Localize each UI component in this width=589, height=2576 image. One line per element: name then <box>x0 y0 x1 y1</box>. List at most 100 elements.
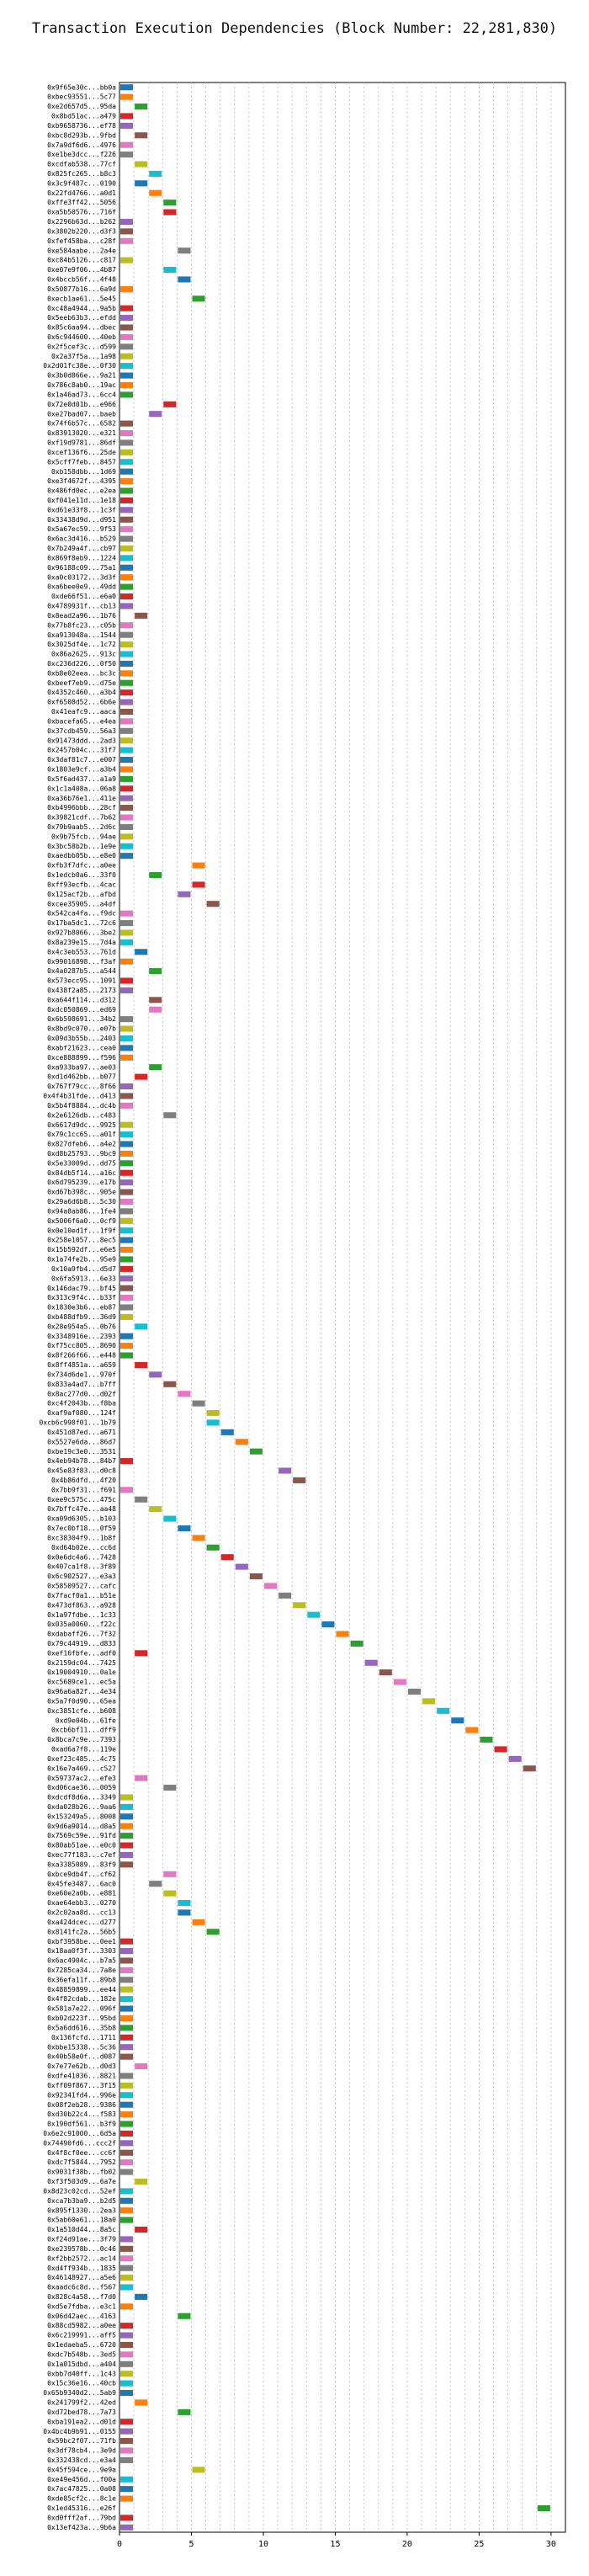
bar <box>135 1323 148 1330</box>
y-tick-label: 0xfb3f7dfc...a0ee <box>47 862 116 870</box>
y-tick-label: 0xf24d91ae...3f79 <box>47 2236 116 2243</box>
bar <box>120 2034 134 2041</box>
x-tick-label: 5 <box>188 2540 194 2549</box>
bar <box>120 631 134 638</box>
bar <box>135 2178 148 2185</box>
y-tick-label: 0x5b4f8884...dc4b <box>47 1102 116 1110</box>
y-tick-label: 0x9f65e30c...bb0a <box>47 83 116 91</box>
y-tick-label: 0x74f6b57c...6582 <box>47 420 116 428</box>
y-tick-label: 0x40b58e0f...d087 <box>47 2053 116 2061</box>
y-tick-label: 0x6617d9dc...9925 <box>47 1121 116 1129</box>
y-tick-label: 0x2296b63d...b262 <box>47 218 116 226</box>
y-tick-label: 0xb158dbb...1d69 <box>51 468 116 476</box>
y-tick-label: 0x8ead2a96...1b76 <box>47 612 116 620</box>
bar <box>135 2226 148 2233</box>
bar <box>120 1054 134 1061</box>
y-tick-label: 0xf75cc805...8690 <box>47 1342 116 1349</box>
bar <box>120 2149 134 2156</box>
y-tick-label: 0x8ff4851a...a659 <box>47 1361 116 1369</box>
bar <box>120 1160 134 1167</box>
y-tick-label: 0xd64b02e...cc6d <box>51 1544 116 1551</box>
y-tick-label: 0xec77f183...c7ef <box>47 1851 116 1859</box>
y-tick-label: 0x99016898...f3af <box>47 958 116 966</box>
y-tick-label: 0x6fa5913...6e33 <box>51 1275 116 1282</box>
bar <box>263 1583 278 1589</box>
y-tick-label: 0x3025df4e...1c72 <box>47 641 116 648</box>
bar <box>120 1179 134 1186</box>
bar <box>393 1679 406 1685</box>
bar <box>120 2371 134 2377</box>
y-tick-label: 0xde66f51...e6a0 <box>51 593 116 600</box>
y-tick-label: 0x828c4a58...f7d0 <box>47 2293 116 2301</box>
y-tick-label: 0x72e0d01b...e966 <box>47 401 116 408</box>
bar <box>494 1746 507 1753</box>
y-tick-label: 0x3802b220...d3f3 <box>47 227 116 235</box>
bar <box>120 1851 134 1859</box>
bar <box>120 1977 134 1983</box>
y-tick-label: 0xdcdf8d6a...3349 <box>47 1794 116 1802</box>
y-tick-label: 0x407ca1f8...3f89 <box>47 1563 116 1571</box>
y-tick-label: 0xef16fbfe...adf0 <box>47 1649 116 1657</box>
bar <box>163 1515 177 1522</box>
y-tick-label: 0x1803e9cf...a3b4 <box>47 766 116 774</box>
bar <box>120 2515 134 2521</box>
bar <box>120 507 134 514</box>
y-tick-label: 0xaadc6c8d...f567 <box>47 2284 116 2291</box>
y-tick-label: 0x313c9f4c...b33f <box>47 1294 116 1301</box>
y-tick-label: 0xe1be3dcc...f226 <box>47 151 116 158</box>
bar <box>120 2169 134 2175</box>
bar <box>336 1631 349 1637</box>
y-tick-label: 0x7bb9f31...f691 <box>51 1486 116 1493</box>
y-tick-label: 0x29a6d6b8...5c30 <box>47 1198 116 1206</box>
bar <box>321 1621 335 1628</box>
bar <box>451 1717 464 1724</box>
bar <box>135 180 148 187</box>
bar <box>120 315 134 322</box>
y-tick-label: 0xbe19c3e0...3531 <box>47 1448 116 1456</box>
bar <box>120 718 134 725</box>
y-tick-label: 0x4bccb56f...4f48 <box>47 276 116 284</box>
y-tick-label: 0x8d23c02cd...52ef <box>43 2187 116 2195</box>
bar <box>120 2005 134 2012</box>
bar <box>120 478 134 485</box>
bar <box>120 1035 134 1042</box>
y-tick-label: 0xd67b398c...905e <box>47 1189 116 1196</box>
y-tick-label: 0x581a7e22...096f <box>47 2005 116 2013</box>
y-tick-label: 0x7ec0bf18...0f59 <box>47 1525 116 1532</box>
y-tick-label: 0xf2bb2572...ac14 <box>47 2254 116 2262</box>
y-tick-label: 0x74490fd6...ccc2f <box>43 2139 116 2147</box>
y-tick-label: 0x2e6126db...c483 <box>47 1111 116 1119</box>
y-tick-label: 0x15c36e16...40cb <box>47 2380 116 2387</box>
y-tick-label: 0xcee35905...a4df <box>47 900 116 907</box>
y-tick-label: 0x1c1a408a...06a8 <box>47 785 116 792</box>
bar <box>149 189 162 196</box>
y-tick-label: 0xc236d226...0f50 <box>47 660 116 668</box>
y-tick-label: 0x58509527...cafc <box>47 1583 116 1590</box>
y-tick-label: 0x65b9340d2...5ab9 <box>43 2389 116 2397</box>
y-tick-label: 0x45e83f83...d0c8 <box>47 1467 116 1475</box>
bar <box>120 622 134 629</box>
y-tick-label: 0xf6508d52...6b6e <box>47 699 116 706</box>
bar <box>120 2053 134 2060</box>
bar <box>120 814 134 821</box>
bar <box>120 84 134 91</box>
bar <box>120 429 134 437</box>
bar <box>192 295 205 302</box>
y-tick-label: 0x8f266f66...e448 <box>47 1352 116 1360</box>
bar <box>120 1131 134 1138</box>
bar <box>192 1535 205 1541</box>
y-tick-label: 0xcb6c998f01...1b79 <box>39 1419 116 1427</box>
y-tick-label: 0x4b86dfd...4f20 <box>51 1477 116 1484</box>
bar <box>120 353 134 359</box>
x-tick-label: 15 <box>330 2540 340 2549</box>
y-tick-label: 0x33438d9d...d951 <box>47 516 116 524</box>
y-tick-label: 0xc38304f9...1b8f <box>47 1534 116 1541</box>
bar <box>178 2313 191 2319</box>
bar <box>120 2245 134 2252</box>
bar <box>120 2188 134 2195</box>
y-tick-label: 0xbf3958be...0ee1 <box>47 1938 116 1945</box>
bar <box>120 2092 134 2099</box>
y-tick-label: 0xad6a7f8...119e <box>51 1746 116 1754</box>
